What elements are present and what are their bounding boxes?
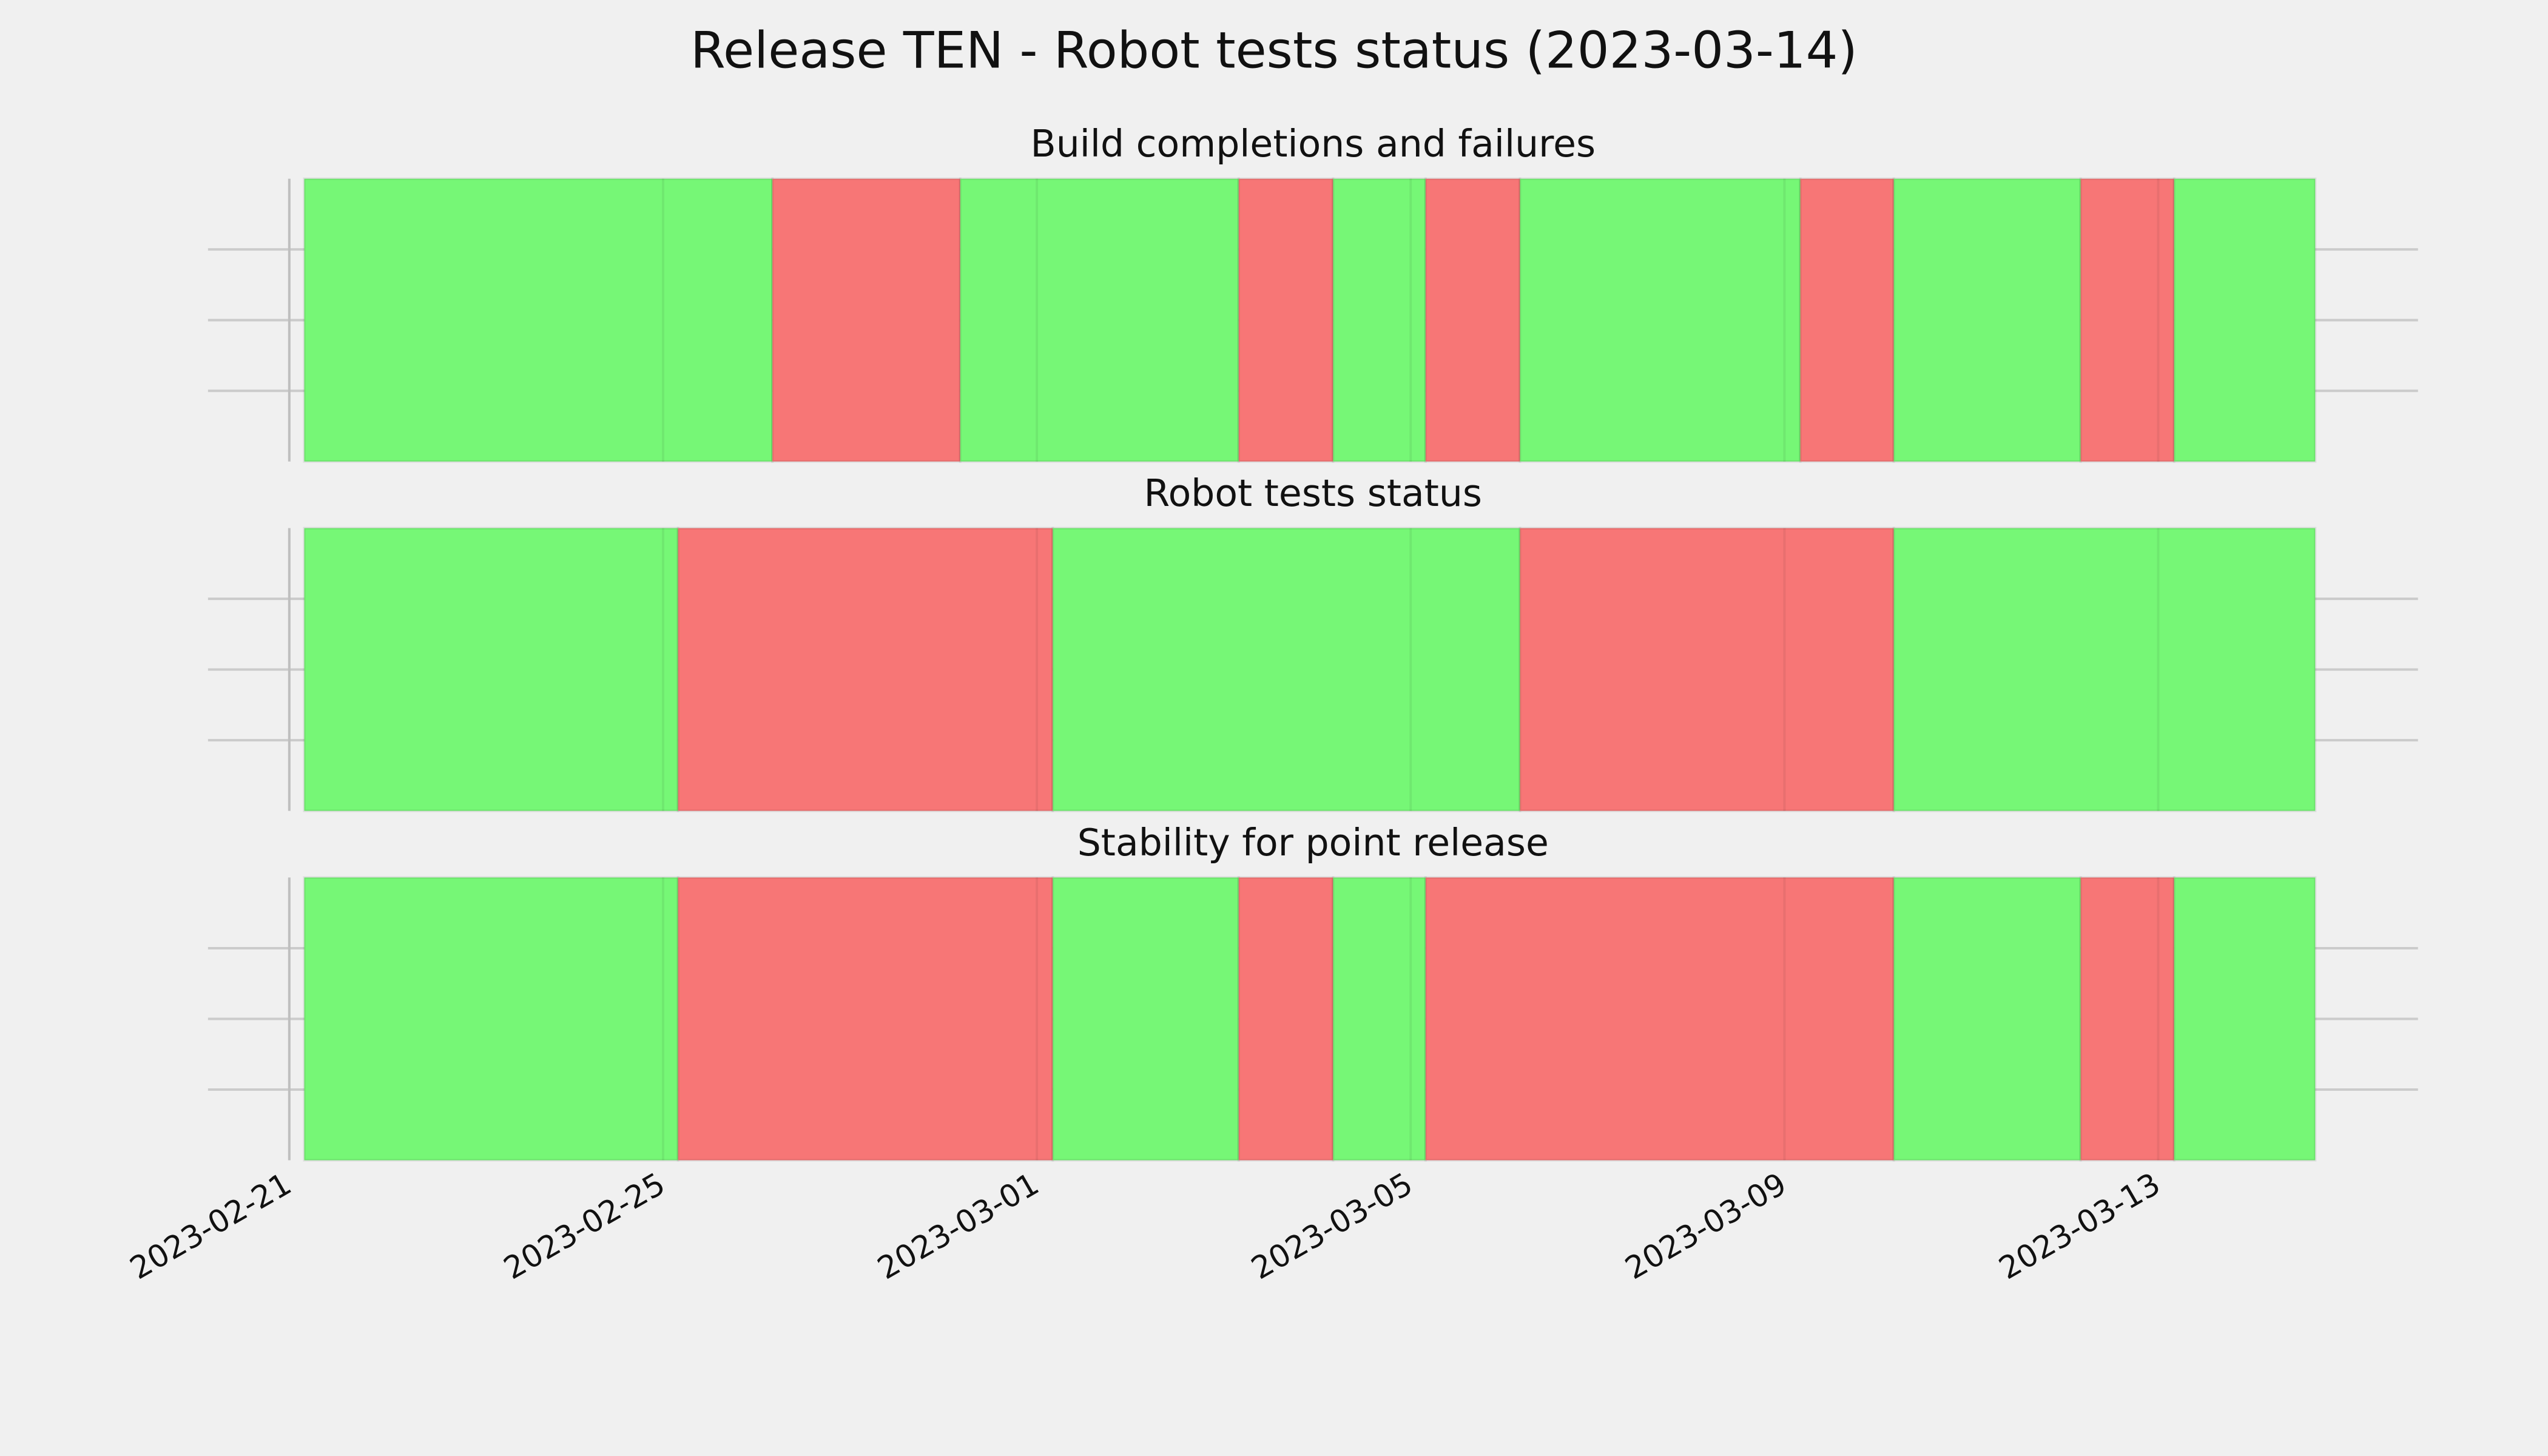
status-band	[1892, 527, 2317, 812]
status-band	[1051, 527, 1522, 812]
status-band	[1518, 527, 1895, 812]
status-band	[1051, 876, 1240, 1162]
status-band	[303, 876, 679, 1162]
status-band	[2172, 876, 2317, 1162]
status-band	[2079, 177, 2176, 463]
status-band	[676, 876, 1054, 1162]
status-band	[771, 177, 962, 463]
panel-title: Stability for point release	[1077, 821, 1549, 864]
panel-title: Robot tests status	[1144, 471, 1482, 515]
status-band	[1332, 177, 1427, 463]
status-band	[303, 527, 679, 812]
status-band	[2172, 177, 2317, 463]
status-band	[1237, 876, 1335, 1162]
status-band	[1237, 177, 1335, 463]
status-band	[2079, 876, 2176, 1162]
status-band	[303, 177, 774, 463]
status-band	[1799, 177, 1895, 463]
status-band	[959, 177, 1240, 463]
status-band	[1892, 177, 2082, 463]
status-band	[1424, 177, 1522, 463]
status-band	[1424, 876, 1895, 1162]
panel-title: Build completions and failures	[1030, 122, 1596, 166]
status-band	[1332, 876, 1427, 1162]
chart-title: Release TEN - Robot tests status (2023-0…	[690, 21, 1858, 79]
status-band	[1518, 177, 1802, 463]
status-band	[1892, 876, 2082, 1162]
status-band	[676, 527, 1054, 812]
